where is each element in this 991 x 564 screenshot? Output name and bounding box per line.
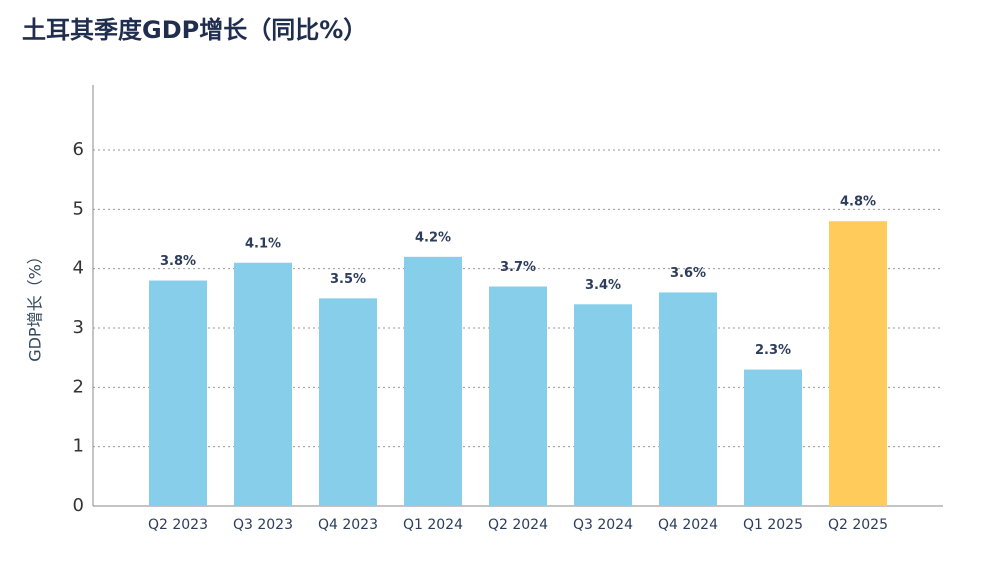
value-label: 3.8%	[160, 254, 196, 269]
bar	[744, 369, 802, 506]
bar	[234, 262, 292, 506]
y-axis-label: GDP增长（%）	[26, 248, 45, 362]
bar	[149, 280, 207, 506]
y-tick-label: 5	[73, 198, 84, 219]
y-tick-label: 2	[73, 376, 84, 397]
value-label: 3.4%	[585, 278, 621, 293]
y-tick-label: 1	[73, 436, 84, 457]
bar	[659, 292, 717, 506]
x-tick-label: Q4 2024	[658, 517, 718, 533]
y-tick-label: 3	[73, 317, 84, 338]
bar	[319, 298, 377, 506]
bar	[574, 304, 632, 506]
x-tick-label: Q2 2024	[488, 517, 548, 533]
x-tick-label: Q3 2024	[573, 517, 633, 533]
value-label: 3.6%	[670, 266, 706, 281]
bar	[829, 221, 887, 507]
value-label: 3.7%	[500, 260, 536, 275]
y-tick-label: 6	[73, 139, 84, 160]
x-tick-label: Q2 2023	[148, 517, 208, 533]
x-tick-label: Q3 2023	[233, 517, 293, 533]
y-tick-label: 0	[73, 495, 84, 516]
value-label: 4.2%	[415, 230, 451, 245]
x-tick-label: Q4 2023	[318, 517, 378, 533]
value-label: 4.1%	[245, 236, 281, 251]
bar	[489, 286, 547, 506]
value-label: 4.8%	[840, 195, 876, 210]
x-tick-label: Q1 2025	[743, 517, 803, 533]
y-tick-label: 4	[73, 258, 84, 279]
x-tick-label: Q1 2024	[403, 517, 463, 533]
value-label: 3.5%	[330, 272, 366, 287]
x-tick-label: Q2 2025	[828, 517, 888, 533]
chart-title: 土耳其季度GDP增长（同比%）	[22, 16, 367, 44]
value-label: 2.3%	[755, 343, 791, 358]
bar	[404, 256, 462, 506]
